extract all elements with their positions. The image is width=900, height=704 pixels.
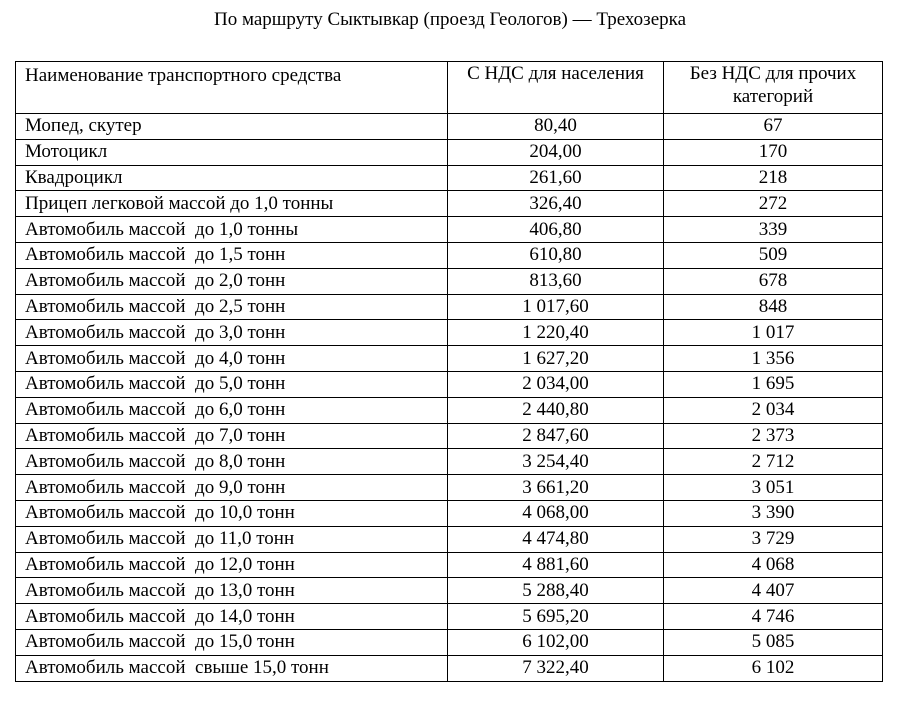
cell-with-vat: 406,80 [447, 216, 664, 243]
table-row: Прицеп легковой массой до 1,0 тонны 326,4… [15, 190, 883, 218]
cell-with-vat: 813,60 [447, 267, 664, 295]
cell-without-vat: 678 [663, 267, 883, 295]
cell-without-vat: 2 373 [663, 422, 883, 450]
cell-without-vat: 67 [663, 113, 883, 140]
cell-with-vat: 1 220,40 [447, 319, 664, 347]
cell-with-vat: 3 254,40 [447, 448, 664, 476]
header-vehicle-name: Наименование транспортного средства [15, 61, 448, 114]
cell-with-vat: 7 322,40 [447, 654, 664, 682]
cell-vehicle-name: Квадроцикл [15, 164, 448, 192]
cell-without-vat: 272 [663, 190, 883, 218]
cell-without-vat: 4 068 [663, 551, 883, 579]
table-row: Автомобиль массой до 2,0 тонн 813,60 678 [15, 267, 883, 295]
cell-with-vat: 1 017,60 [447, 293, 664, 321]
table-row: Автомобиль массой до 1,5 тонн 610,80 509 [15, 241, 883, 269]
table-row: Автомобиль массой до 7,0 тонн 2 847,60 2 3… [15, 422, 883, 450]
cell-vehicle-name: Автомобиль массой до 6,0 тонн [15, 396, 448, 424]
header-without-vat: Без НДС для прочих категорий [663, 61, 883, 114]
cell-without-vat: 4 746 [663, 603, 883, 630]
cell-with-vat: 4 881,60 [447, 551, 664, 579]
cell-without-vat: 848 [663, 293, 883, 321]
table-row: Автомобиль массой до 9,0 тонн 3 661,20 3 0… [15, 474, 883, 501]
cell-with-vat: 5 288,40 [447, 577, 664, 605]
cell-with-vat: 4 068,00 [447, 499, 664, 527]
cell-with-vat: 1 627,20 [447, 345, 664, 372]
cell-without-vat: 1 695 [663, 370, 883, 398]
cell-with-vat: 3 661,20 [447, 474, 664, 501]
table-row: Автомобиль массой до 2,5 тонн 1 017,60 848 [15, 293, 883, 321]
table-header-row: Наименование транспортного средства С НД… [15, 61, 883, 114]
cell-without-vat: 3 729 [663, 525, 883, 553]
fare-table: Наименование транспортного средства С НД… [15, 61, 883, 682]
page-title: По маршруту Сыктывкар (проезд Геологов) … [213, 9, 686, 30]
cell-vehicle-name: Автомобиль массой до 1,5 тонн [15, 241, 448, 269]
table-row: Автомобиль массой до 12,0 тонн 4 881,60 4 … [15, 551, 883, 579]
cell-with-vat: 204,00 [447, 138, 664, 166]
table-row: Автомобиль массой свыше 15,0 тонн 7 322,4… [15, 654, 883, 682]
cell-with-vat: 4 474,80 [447, 525, 664, 553]
cell-vehicle-name: Автомобиль массой до 5,0 тонн [15, 370, 448, 398]
cell-without-vat: 2 034 [663, 396, 883, 424]
cell-without-vat: 5 085 [663, 628, 883, 656]
cell-vehicle-name: Автомобиль массой до 8,0 тонн [15, 448, 448, 476]
cell-with-vat: 2 847,60 [447, 422, 664, 450]
table-row: Автомобиль массой до 4,0 тонн 1 627,20 1 3… [15, 345, 883, 372]
cell-without-vat: 2 712 [663, 448, 883, 476]
cell-vehicle-name: Автомобиль массой до 13,0 тонн [15, 577, 448, 605]
cell-vehicle-name: Мопед, скутер [15, 113, 448, 140]
cell-without-vat: 3 390 [663, 499, 883, 527]
cell-without-vat: 339 [663, 216, 883, 243]
cell-with-vat: 326,40 [447, 190, 664, 218]
cell-with-vat: 2 440,80 [447, 396, 664, 424]
cell-without-vat: 3 051 [663, 474, 883, 501]
cell-vehicle-name: Автомобиль массой до 15,0 тонн [15, 628, 448, 656]
cell-vehicle-name: Автомобиль массой до 7,0 тонн [15, 422, 448, 450]
cell-vehicle-name: Автомобиль массой свыше 15,0 тонн [15, 654, 448, 682]
cell-without-vat: 1 017 [663, 319, 883, 347]
cell-vehicle-name: Автомобиль массой до 10,0 тонн [15, 499, 448, 527]
cell-with-vat: 6 102,00 [447, 628, 664, 656]
table-row: Мопед, скутер 80,40 67 [15, 113, 883, 140]
cell-vehicle-name: Автомобиль массой до 2,5 тонн [15, 293, 448, 321]
cell-vehicle-name: Автомобиль массой до 1,0 тонны [15, 216, 448, 243]
table-row: Автомобиль массой до 15,0 тонн 6 102,00 5 … [15, 628, 883, 656]
cell-vehicle-name: Автомобиль массой до 3,0 тонн [15, 319, 448, 347]
cell-vehicle-name: Мотоцикл [15, 138, 448, 166]
cell-vehicle-name: Прицеп легковой массой до 1,0 тонны [15, 190, 448, 218]
cell-without-vat: 6 102 [663, 654, 883, 682]
cell-vehicle-name: Автомобиль массой до 9,0 тонн [15, 474, 448, 501]
cell-without-vat: 218 [663, 164, 883, 192]
cell-without-vat: 4 407 [663, 577, 883, 605]
cell-with-vat: 610,80 [447, 241, 664, 269]
table-row: Автомобиль массой до 5,0 тонн 2 034,00 1 6… [15, 370, 883, 398]
table-row: Автомобиль массой до 6,0 тонн 2 440,80 2 0… [15, 396, 883, 424]
cell-without-vat: 170 [663, 138, 883, 166]
table-row: Автомобиль массой до 10,0 тонн 4 068,00 3 … [15, 499, 883, 527]
table-row: Автомобиль массой до 8,0 тонн 3 254,40 2 7… [15, 448, 883, 476]
table-row: Автомобиль массой до 1,0 тонны 406,80 339 [15, 216, 883, 243]
cell-with-vat: 5 695,20 [447, 603, 664, 630]
cell-without-vat: 509 [663, 241, 883, 269]
cell-with-vat: 80,40 [447, 113, 664, 140]
table-row: Автомобиль массой до 11,0 тонн 4 474,80 3 … [15, 525, 883, 553]
cell-vehicle-name: Автомобиль массой до 12,0 тонн [15, 551, 448, 579]
cell-vehicle-name: Автомобиль массой до 14,0 тонн [15, 603, 448, 630]
table-body: Мопед, скутер 80,40 67 Мотоцикл 204,00 170 Ква… [15, 113, 883, 682]
header-with-vat: С НДС для населения [447, 61, 664, 114]
table-row: Автомобиль массой до 14,0 тонн 5 695,20 4 … [15, 603, 883, 630]
cell-with-vat: 261,60 [447, 164, 664, 192]
cell-with-vat: 2 034,00 [447, 370, 664, 398]
cell-vehicle-name: Автомобиль массой до 2,0 тонн [15, 267, 448, 295]
table-row: Мотоцикл 204,00 170 [15, 138, 883, 166]
cell-vehicle-name: Автомобиль массой до 11,0 тонн [15, 525, 448, 553]
table-row: Автомобиль массой до 13,0 тонн 5 288,40 4 … [15, 577, 883, 605]
cell-vehicle-name: Автомобиль массой до 4,0 тонн [15, 345, 448, 372]
cell-without-vat: 1 356 [663, 345, 883, 372]
table-row: Автомобиль массой до 3,0 тонн 1 220,40 1 0… [15, 319, 883, 347]
table-row: Квадроцикл 261,60 218 [15, 164, 883, 192]
